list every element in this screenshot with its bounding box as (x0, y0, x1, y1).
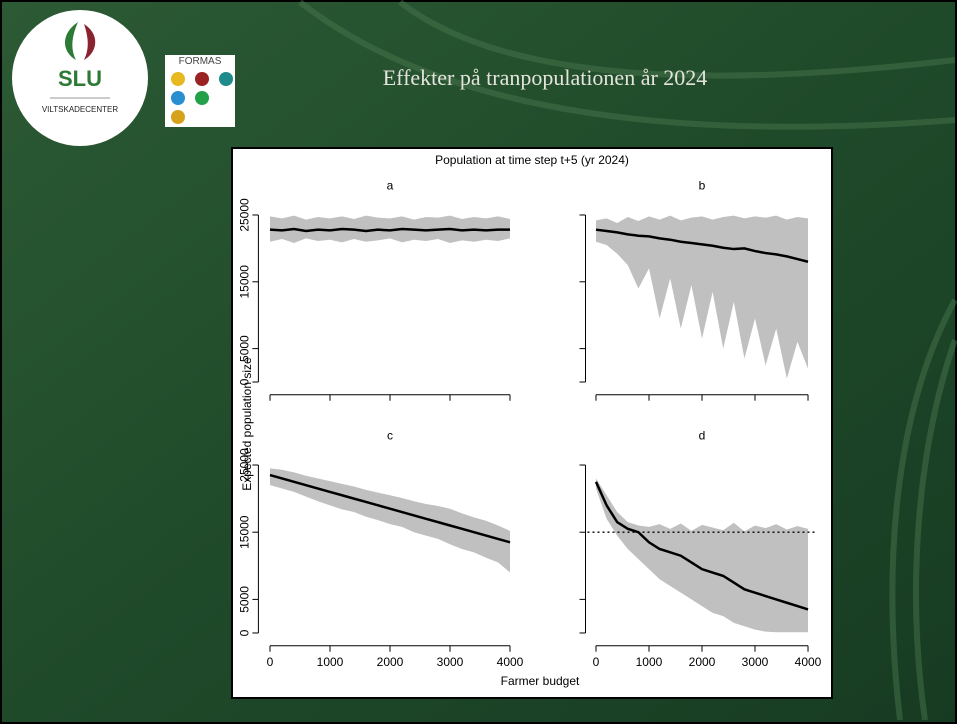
mean-line (595, 228, 809, 263)
y-tick-label: 0 (238, 629, 252, 636)
formas-text: FORMAS (179, 56, 222, 67)
y-tick-label: 15000 (238, 515, 252, 549)
mean-line (269, 473, 511, 544)
x-tick-label: 0 (593, 655, 600, 669)
x-tick-label: 1000 (317, 655, 344, 669)
dot (195, 91, 209, 105)
panel-title: d (699, 428, 706, 442)
y-tick-label: 25000 (238, 198, 252, 232)
dot (171, 91, 185, 105)
x-tick-label: 2000 (377, 655, 404, 669)
x-axis-label: Farmer budget (501, 674, 580, 688)
range-band (595, 215, 809, 379)
range-band (270, 468, 510, 573)
panel-title: b (699, 178, 706, 192)
y-axis-label: Expected population size (240, 357, 254, 491)
slu-logo (12, 10, 148, 146)
y-tick-label: 25000 (238, 448, 252, 482)
figure: Population at time step t+5 (yr 2024) Fa… (231, 147, 833, 699)
slide-title: Effekter på tranpopulationen år 2024 (383, 65, 708, 90)
dot (195, 72, 209, 86)
x-tick-label: 0 (267, 655, 274, 669)
dot (219, 72, 233, 86)
slu-text: SLU (58, 66, 102, 91)
x-tick-label: 3000 (742, 655, 769, 669)
x-tick-label: 2000 (689, 655, 716, 669)
x-tick-label: 4000 (795, 655, 822, 669)
panel-title: a (387, 178, 394, 192)
dot (171, 72, 185, 86)
y-tick-label: 5000 (238, 586, 252, 613)
slu-subtext: VILTSKADECENTER (42, 105, 119, 114)
dot (171, 110, 185, 124)
y-tick-label: 0 (238, 378, 252, 385)
y-tick-label: 15000 (238, 265, 252, 299)
panel-title: c (387, 428, 393, 442)
x-tick-label: 3000 (437, 655, 464, 669)
decoration (298, 0, 957, 721)
y-tick-label: 5000 (238, 335, 252, 362)
figure-title: Population at time step t+5 (yr 2024) (435, 153, 629, 167)
x-tick-label: 4000 (497, 655, 524, 669)
mean-line (269, 227, 510, 233)
slu-leaf (84, 24, 96, 60)
mean-line (594, 481, 809, 611)
x-tick-label: 1000 (636, 655, 663, 669)
slu-leaf (65, 22, 78, 60)
